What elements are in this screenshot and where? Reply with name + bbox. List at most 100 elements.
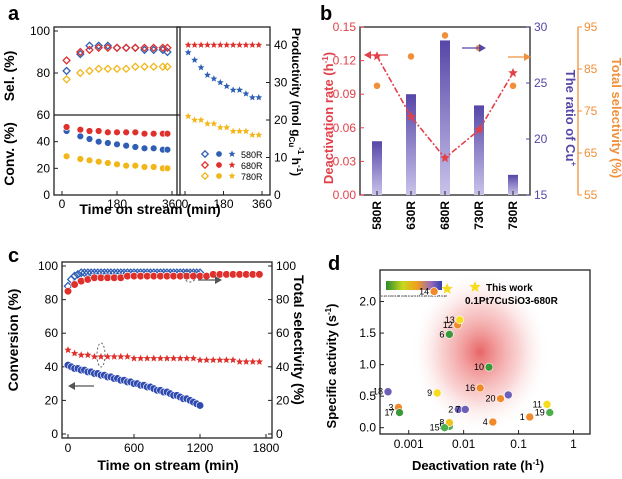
- c-left-ytick-label: 40: [45, 360, 59, 374]
- a-conv-point-680R: [131, 128, 140, 137]
- a-sel-point-580R: [85, 41, 94, 51]
- a-prod-point-680R: [229, 41, 237, 48]
- d-point-10: [484, 362, 494, 372]
- c-point-Selectivity: [70, 280, 79, 289]
- d-point-label-15: 15: [430, 423, 440, 433]
- a-conv-point-580R: [122, 141, 130, 150]
- c-arrowhead-left: [68, 382, 75, 390]
- b-selectivity-point-780R: [509, 81, 517, 90]
- b-left-arrowhead: [364, 51, 371, 59]
- d-colorbar: [386, 281, 442, 290]
- c-point-Productivity: [143, 354, 151, 362]
- a-bottom-ytick-label: 20: [37, 161, 51, 175]
- a-conv-point-680R: [85, 127, 94, 135]
- a-xtick-label: 0: [59, 197, 66, 211]
- a-conv-point-680R: [140, 129, 149, 138]
- panel-d: d Specific activity (s-1) Deactivation r…: [324, 253, 591, 473]
- d-ytick-label: 2.0: [359, 295, 376, 309]
- c-left-ylabel: Conversion (%): [5, 289, 21, 392]
- a-sel-point-580R: [103, 41, 113, 51]
- d-this-work-point: [441, 282, 453, 294]
- c-left-ytick-label: 60: [45, 326, 59, 340]
- a-sel-point-680R: [121, 43, 131, 53]
- a-prod-point-580R: [191, 56, 199, 63]
- d-point-16: [475, 383, 485, 393]
- c-point-Productivity: [110, 352, 118, 360]
- b-bar-680R: [440, 40, 450, 195]
- a-prod-point-780R: [216, 123, 224, 131]
- d-point-label-9: 9: [427, 388, 432, 398]
- a-prod-point-680R: [191, 41, 199, 48]
- a-right-xtick-label: 0: [182, 197, 189, 211]
- c-point-Productivity: [84, 351, 92, 359]
- d-point-9: [432, 388, 442, 398]
- d-point-label-20: 20: [486, 394, 496, 404]
- a-legend-ball-780R: [215, 172, 223, 180]
- d-point-label-2: 2: [448, 404, 453, 414]
- d-ytick-label: 1.5: [359, 326, 376, 340]
- d-ytick-label: 1.0: [359, 358, 376, 372]
- a-legend-star-780R: [228, 172, 236, 179]
- a-sel-point-580R: [163, 47, 172, 57]
- a-sel-point-680R: [85, 45, 94, 55]
- a-conv-point-680R: [76, 125, 85, 134]
- a-prod-point-680R: [223, 41, 231, 48]
- a-conv-point-780R: [62, 152, 71, 161]
- a-top-ytick-label: 80: [37, 66, 51, 80]
- a-conv-point-780R: [122, 161, 130, 170]
- a-sel-point-780R: [158, 62, 168, 72]
- a-prod-point-680R: [242, 41, 250, 48]
- a-sel-point-780R: [62, 74, 71, 84]
- d-point-label-18: 18: [373, 387, 383, 397]
- b-mid-ytick-label: 25: [534, 76, 548, 90]
- a-prod-point-680R: [184, 41, 192, 48]
- a-conv-point-680R: [122, 128, 130, 137]
- a-sel-point-780R: [85, 66, 94, 76]
- c-left-ytick-label: 80: [45, 293, 59, 307]
- d-point-17: [395, 408, 404, 417]
- a-legend-label-580R: 580R: [241, 150, 263, 160]
- a-sel-point-680R: [163, 43, 172, 53]
- a-prod-point-780R: [223, 123, 231, 131]
- a-prod-point-780R: [236, 127, 243, 135]
- a-prod-point-580R: [255, 93, 263, 101]
- b-right-arrowhead: [524, 53, 531, 61]
- b-plot: 0.00 0.03 0.06 0.09 0.12 0.15 15 20 25 30 55 65 75 85…: [333, 20, 598, 230]
- d-plot: 0.0 0.5 1.0 1.5 2.0 0.001 0.01 0.1 1 0.10 0.03 0.…: [359, 269, 591, 451]
- b-mid-arrowhead: [479, 44, 486, 52]
- a-sel-point-780R: [103, 64, 113, 74]
- c-point-Productivity: [97, 352, 105, 360]
- c-point-Productivity: [90, 352, 99, 360]
- a-prod-point-680R: [248, 41, 256, 48]
- a-top-ylabel: Sel. (%): [1, 51, 17, 102]
- b-bar-630R: [406, 94, 416, 195]
- d-point-unlabeled: [503, 390, 513, 400]
- a-sel-point-780R: [140, 62, 149, 72]
- a-prod-point-780R: [191, 116, 199, 123]
- a-sel-point-680R: [103, 43, 113, 53]
- c-point-Productivity: [136, 354, 145, 362]
- c-right-ytick-label: 20: [276, 393, 290, 407]
- c-point-Productivity: [235, 357, 244, 365]
- d-point-label-4: 4: [483, 417, 488, 427]
- a-conv-point-680R: [104, 128, 112, 137]
- a-right-ylabel: Productivity (mol gCu-1 h-1): [287, 28, 305, 176]
- d-point-label-6: 6: [439, 329, 444, 339]
- b-left-ytick-label: 0.03: [333, 154, 357, 168]
- b-left-ytick-label: 0.09: [333, 87, 357, 101]
- b-selectivity-point-580R: [373, 81, 381, 90]
- d-point-label-19: 19: [535, 408, 545, 418]
- a-legend-label-680R: 680R: [241, 161, 263, 171]
- b-bar-580R: [372, 141, 382, 195]
- c-point-Selectivity: [63, 287, 73, 296]
- b-deactivation-point-680R: [440, 153, 450, 163]
- a-right-ytick-label: 10: [274, 151, 288, 165]
- a-right-ytick-label: 40: [274, 38, 288, 52]
- b-right-ylabel: Total selectivity (%): [609, 58, 622, 178]
- a-prod-point-680R: [210, 41, 218, 48]
- panel-c: c Conversion (%) Total selectivity (%) T…: [5, 245, 307, 473]
- c-point-Productivity: [229, 356, 237, 364]
- c-point-Productivity: [196, 356, 204, 364]
- d-point-14: [429, 287, 439, 296]
